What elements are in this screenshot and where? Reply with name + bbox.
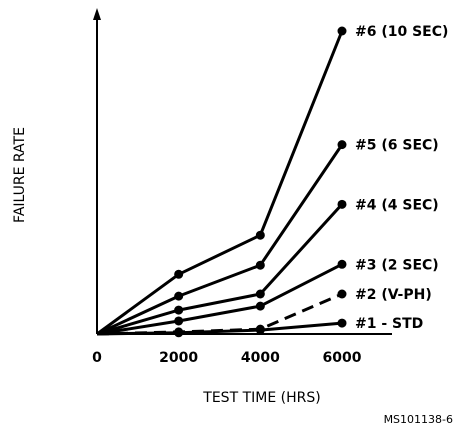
x-tick-label-0: 0 <box>92 350 102 366</box>
series-label-4-4-sec: #4 (4 SEC) <box>355 197 439 213</box>
series-line-5-6-sec <box>96 143 344 336</box>
series-line-4-4-sec <box>96 203 344 336</box>
x-tick-label-4000: 4000 <box>241 350 280 366</box>
x-tick-label-2000: 2000 <box>159 350 198 366</box>
series-label-2-v-ph: #2 (V-PH) <box>355 287 432 303</box>
data-point-3-2-sec-2000 <box>174 316 184 326</box>
x-tick-label-6000: 6000 <box>323 350 362 366</box>
series-line-6-10-sec <box>96 30 344 336</box>
data-point-1-std-2000 <box>174 328 184 338</box>
series-layer <box>96 26 347 338</box>
data-point-6-10-sec-4000 <box>255 230 265 240</box>
y-axis-label: FAILURE RATE <box>12 127 28 223</box>
data-point-3-2-sec-6000 <box>337 259 347 269</box>
data-point-4-4-sec-4000 <box>255 289 265 299</box>
y-axis-arrow <box>93 8 101 20</box>
axes <box>93 8 392 335</box>
series-label-5-6-sec: #5 (6 SEC) <box>355 138 439 154</box>
figure-credit: MS101138-6 <box>384 413 453 426</box>
series-labels: #6 (10 SEC) #5 (6 SEC) #4 (4 SEC) #3 (2 SEC… <box>355 24 448 332</box>
data-point-3-2-sec-4000 <box>255 301 265 311</box>
series-label-6-10-sec: #6 (10 SEC) <box>355 24 448 40</box>
data-point-4-4-sec-6000 <box>337 199 347 209</box>
data-point-5-6-sec-4000 <box>255 260 265 270</box>
data-point-5-6-sec-2000 <box>174 291 184 301</box>
series-line-1-std <box>96 321 343 336</box>
series-line-3-2-sec <box>96 262 343 336</box>
data-point-5-6-sec-6000 <box>337 140 347 150</box>
data-point-4-4-sec-2000 <box>174 305 184 315</box>
series-label-3-2-sec: #3 (2 SEC) <box>355 257 439 273</box>
data-point-6-10-sec-6000 <box>337 26 347 36</box>
x-tick-labels: 0 2000 4000 6000 <box>92 350 362 366</box>
data-point-1-std-6000 <box>337 318 347 328</box>
series-label-1-std: #1 - STD <box>355 316 423 332</box>
data-point-1-std-4000 <box>255 325 265 335</box>
x-axis-label: TEST TIME (HRS) <box>202 390 320 406</box>
data-point-6-10-sec-2000 <box>174 269 184 279</box>
data-point-2-v-ph-6000 <box>337 289 347 299</box>
